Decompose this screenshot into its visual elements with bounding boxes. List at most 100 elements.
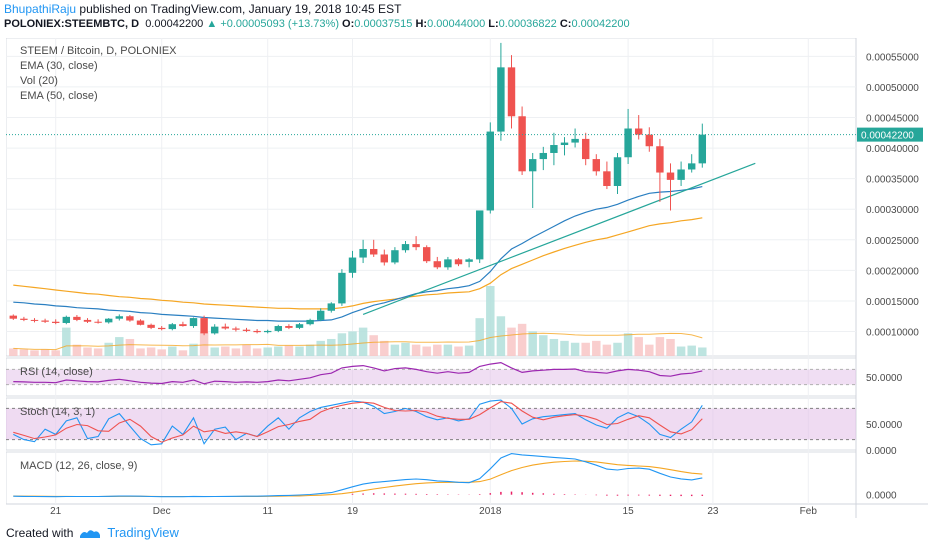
candle-body xyxy=(232,328,240,330)
candle-body xyxy=(62,316,71,323)
main-legend: STEEM / Bitcoin, D, POLONIEX EMA (30, cl… xyxy=(20,44,177,104)
y-tick-label: 0.00035000 xyxy=(866,175,919,186)
ema30-line xyxy=(13,186,703,322)
candle-body xyxy=(454,259,463,265)
volume-bar xyxy=(358,327,368,356)
candle-body xyxy=(677,169,685,180)
candle-body xyxy=(666,172,675,180)
ohlc-summary: POLONIEX:STEEMBTC, D 0.00042200 ▲ +0.000… xyxy=(4,18,630,30)
chart-frame[interactable]: 21 Dec 11 19 2018 15 23 Feb 0.00055000 0.00050000… xyxy=(6,38,928,518)
legend-ema30[interactable]: EMA (30, close) xyxy=(20,60,98,72)
volume-bar xyxy=(40,349,50,356)
x-tick-label: 21 xyxy=(50,506,62,517)
volume-bar xyxy=(157,349,166,356)
volume-bar xyxy=(274,346,283,356)
volume-bar xyxy=(146,347,156,356)
high-label: H: xyxy=(415,18,428,30)
candle-body xyxy=(412,244,420,248)
last-price: 0.00042200 xyxy=(145,18,204,30)
x-tick-label: 2018 xyxy=(479,506,502,517)
up-arrow-icon: ▲ xyxy=(206,18,218,30)
author-link[interactable]: BhupathiRaju xyxy=(4,2,77,16)
volume-bar xyxy=(528,331,537,356)
volume-bar xyxy=(475,318,484,356)
volume-bar xyxy=(327,338,336,356)
candle-body xyxy=(147,324,155,328)
candle-body xyxy=(656,146,664,173)
volume-bar xyxy=(401,342,410,356)
candle-body xyxy=(189,318,198,327)
ema50-line xyxy=(13,217,703,310)
candle-body xyxy=(497,67,505,132)
stoch-label[interactable]: Stoch (14, 3, 1) xyxy=(20,406,96,418)
volume-bar xyxy=(623,333,633,356)
publish-text: published on TradingView.com, January 19… xyxy=(79,2,402,16)
volume-bar xyxy=(698,347,707,356)
created-with-text: Created with xyxy=(6,525,74,540)
candle-body xyxy=(157,327,166,330)
macd-label[interactable]: MACD (12, 26, close, 9) xyxy=(20,460,138,472)
low-label: L: xyxy=(488,18,499,30)
candle-body xyxy=(295,324,304,328)
volume-bar xyxy=(666,338,675,356)
candle-body xyxy=(603,171,611,186)
volume-bar xyxy=(72,344,82,356)
legend-ema50[interactable]: EMA (50, close) xyxy=(20,90,98,102)
last-price-tag xyxy=(857,127,923,142)
volume-bar xyxy=(422,346,431,356)
candle-body xyxy=(518,116,526,172)
legend-vol[interactable]: Vol (20) xyxy=(20,75,58,87)
x-tick-label: 15 xyxy=(623,506,635,517)
candle-body xyxy=(359,248,367,258)
candle-body xyxy=(645,134,654,147)
candle-body xyxy=(475,210,484,260)
candle-body xyxy=(687,163,696,170)
candle-body xyxy=(698,134,707,164)
candle-body xyxy=(316,310,325,320)
chart-canvas[interactable]: 21 Dec 11 19 2018 15 23 Feb 0.00055000 0.00050000… xyxy=(6,38,928,518)
x-tick-label: 19 xyxy=(347,506,359,517)
candle-body xyxy=(380,254,389,263)
stoch-d-line xyxy=(13,401,703,443)
volume-ma-line xyxy=(13,332,703,351)
candle-body xyxy=(30,319,39,321)
candle-body xyxy=(104,318,113,323)
candle-body xyxy=(571,138,579,143)
y-tick-label: 0.00040000 xyxy=(866,144,919,155)
volume-bar xyxy=(104,342,113,356)
stoch-k-line xyxy=(13,399,703,446)
candle-body xyxy=(73,316,81,320)
last-price-label: 0.00042200 xyxy=(861,131,914,142)
volume-bar xyxy=(517,323,527,356)
volume-bar xyxy=(62,327,71,356)
volume-bar xyxy=(93,348,103,356)
volume-bar xyxy=(507,327,516,356)
trendline xyxy=(362,162,756,315)
volume-bar xyxy=(570,342,580,356)
volume-bar xyxy=(316,340,325,356)
volume-bar xyxy=(242,344,251,356)
candle-body xyxy=(401,244,410,251)
volume-bar xyxy=(560,340,569,356)
rsi-label[interactable]: RSI (14, close) xyxy=(20,366,93,378)
candle-body xyxy=(9,315,18,319)
volume-bar xyxy=(115,337,124,356)
volume-bar xyxy=(613,342,622,356)
candle-body xyxy=(115,316,124,319)
volume-bar xyxy=(210,347,219,356)
candle-body xyxy=(444,259,452,268)
volume-bar xyxy=(305,344,315,356)
candle-body xyxy=(338,272,346,304)
volume-bar xyxy=(83,347,92,356)
rsi-band xyxy=(6,369,856,385)
candle-body xyxy=(433,261,442,268)
volume-bar xyxy=(592,340,601,356)
candle-body xyxy=(20,318,28,320)
stoch-band xyxy=(6,408,856,440)
y-tick-label: 0.00015000 xyxy=(866,297,919,308)
volume-bar xyxy=(539,335,548,356)
candle-body xyxy=(560,142,569,146)
volume-bar xyxy=(284,345,294,356)
tradingview-brand[interactable]: TradingView xyxy=(107,525,179,540)
candle-body xyxy=(210,326,219,334)
